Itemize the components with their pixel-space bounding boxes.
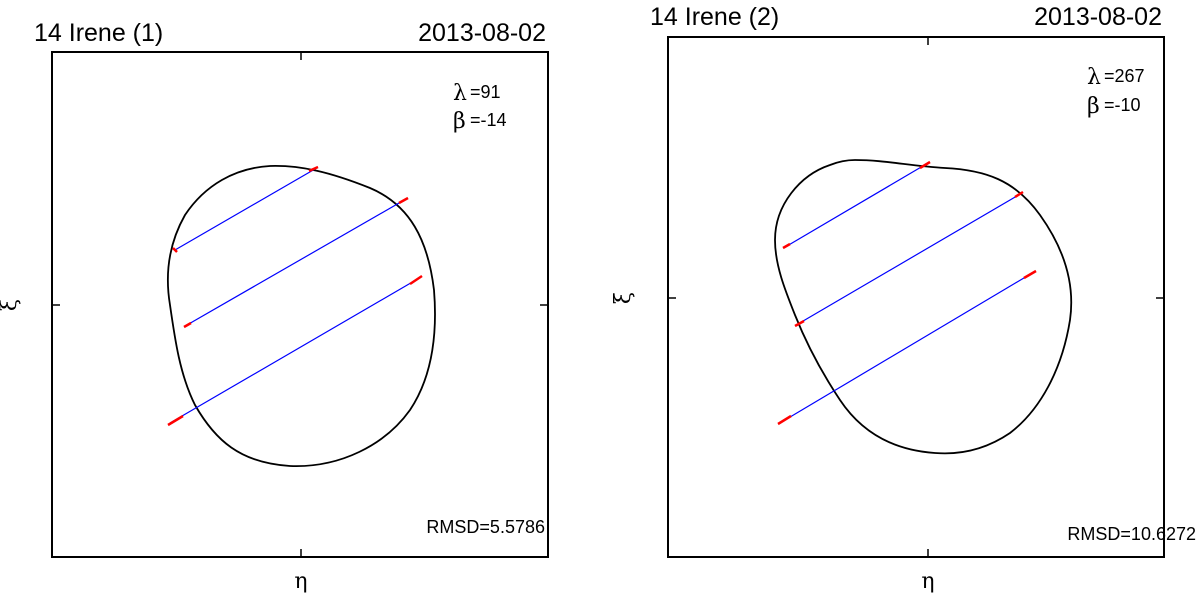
panel-2-chord-2-start <box>794 319 805 328</box>
panel-1-title: 14 Irene (1) <box>34 19 163 47</box>
panel-1-ylabel: ξ <box>0 299 22 311</box>
panel-1-xlabel: η <box>294 569 307 594</box>
panel-2-ylabel: ξ <box>611 292 636 304</box>
panel-1-chord-3-start <box>167 414 184 427</box>
panel-1: 14 Irene (1) 2013-08-02 η ξ λ =91 β =-14… <box>0 19 549 594</box>
panel-1-lambda-symbol: λ <box>453 81 467 106</box>
panel-2-shape-outline <box>774 159 1073 455</box>
panel-1-lambda-value: =91 <box>470 82 501 102</box>
panel-2-chord-2 <box>797 192 1023 325</box>
panel-2: 14 Irene (2) 2013-08-02 η ξ λ =267 β =-1… <box>611 3 1196 594</box>
panel-2-xlabel: η <box>921 569 934 594</box>
panel-2-date: 2013-08-02 <box>1034 3 1162 31</box>
panel-1-chord-1 <box>174 168 316 251</box>
panel-2-chord-3-end <box>1023 269 1037 280</box>
panel-2-beta-value: =-10 <box>1104 95 1141 115</box>
panel-1-chord-3 <box>169 276 422 424</box>
panel-1-chord-2-end <box>398 196 409 205</box>
panel-2-rmsd: RMSD=10.6272 <box>1067 524 1196 544</box>
panel-1-chord-1-start <box>172 247 178 253</box>
panel-2-beta-symbol: β <box>1087 94 1100 119</box>
panel-1-date: 2013-08-02 <box>418 19 546 47</box>
panel-2-frame <box>667 36 1165 558</box>
panel-1-chord-3-end <box>409 274 423 286</box>
panel-1-beta-symbol: β <box>453 109 466 134</box>
panel-1-chord-1-end <box>308 165 319 173</box>
panel-1-shape-outline <box>166 165 436 467</box>
panel-2-chord-1 <box>786 162 929 247</box>
panel-2-chord-2-end <box>1014 190 1024 199</box>
panel-1-chord-2-start <box>183 321 192 329</box>
panel-2-chord-1-start <box>782 242 791 250</box>
panel-1-rmsd: RMSD=5.5786 <box>426 517 545 537</box>
panel-1-beta-value: =-14 <box>470 110 507 130</box>
panel-2-lambda-symbol: λ <box>1087 65 1101 90</box>
panel-2-lambda-value: =267 <box>1104 66 1145 86</box>
panel-2-title: 14 Irene (2) <box>650 3 779 31</box>
panel-2-chord-1-end <box>919 160 931 170</box>
panel-2-chord-3-start <box>777 414 792 426</box>
panel-1-chord-2 <box>186 198 407 326</box>
panel-2-chord-3 <box>779 271 1035 424</box>
